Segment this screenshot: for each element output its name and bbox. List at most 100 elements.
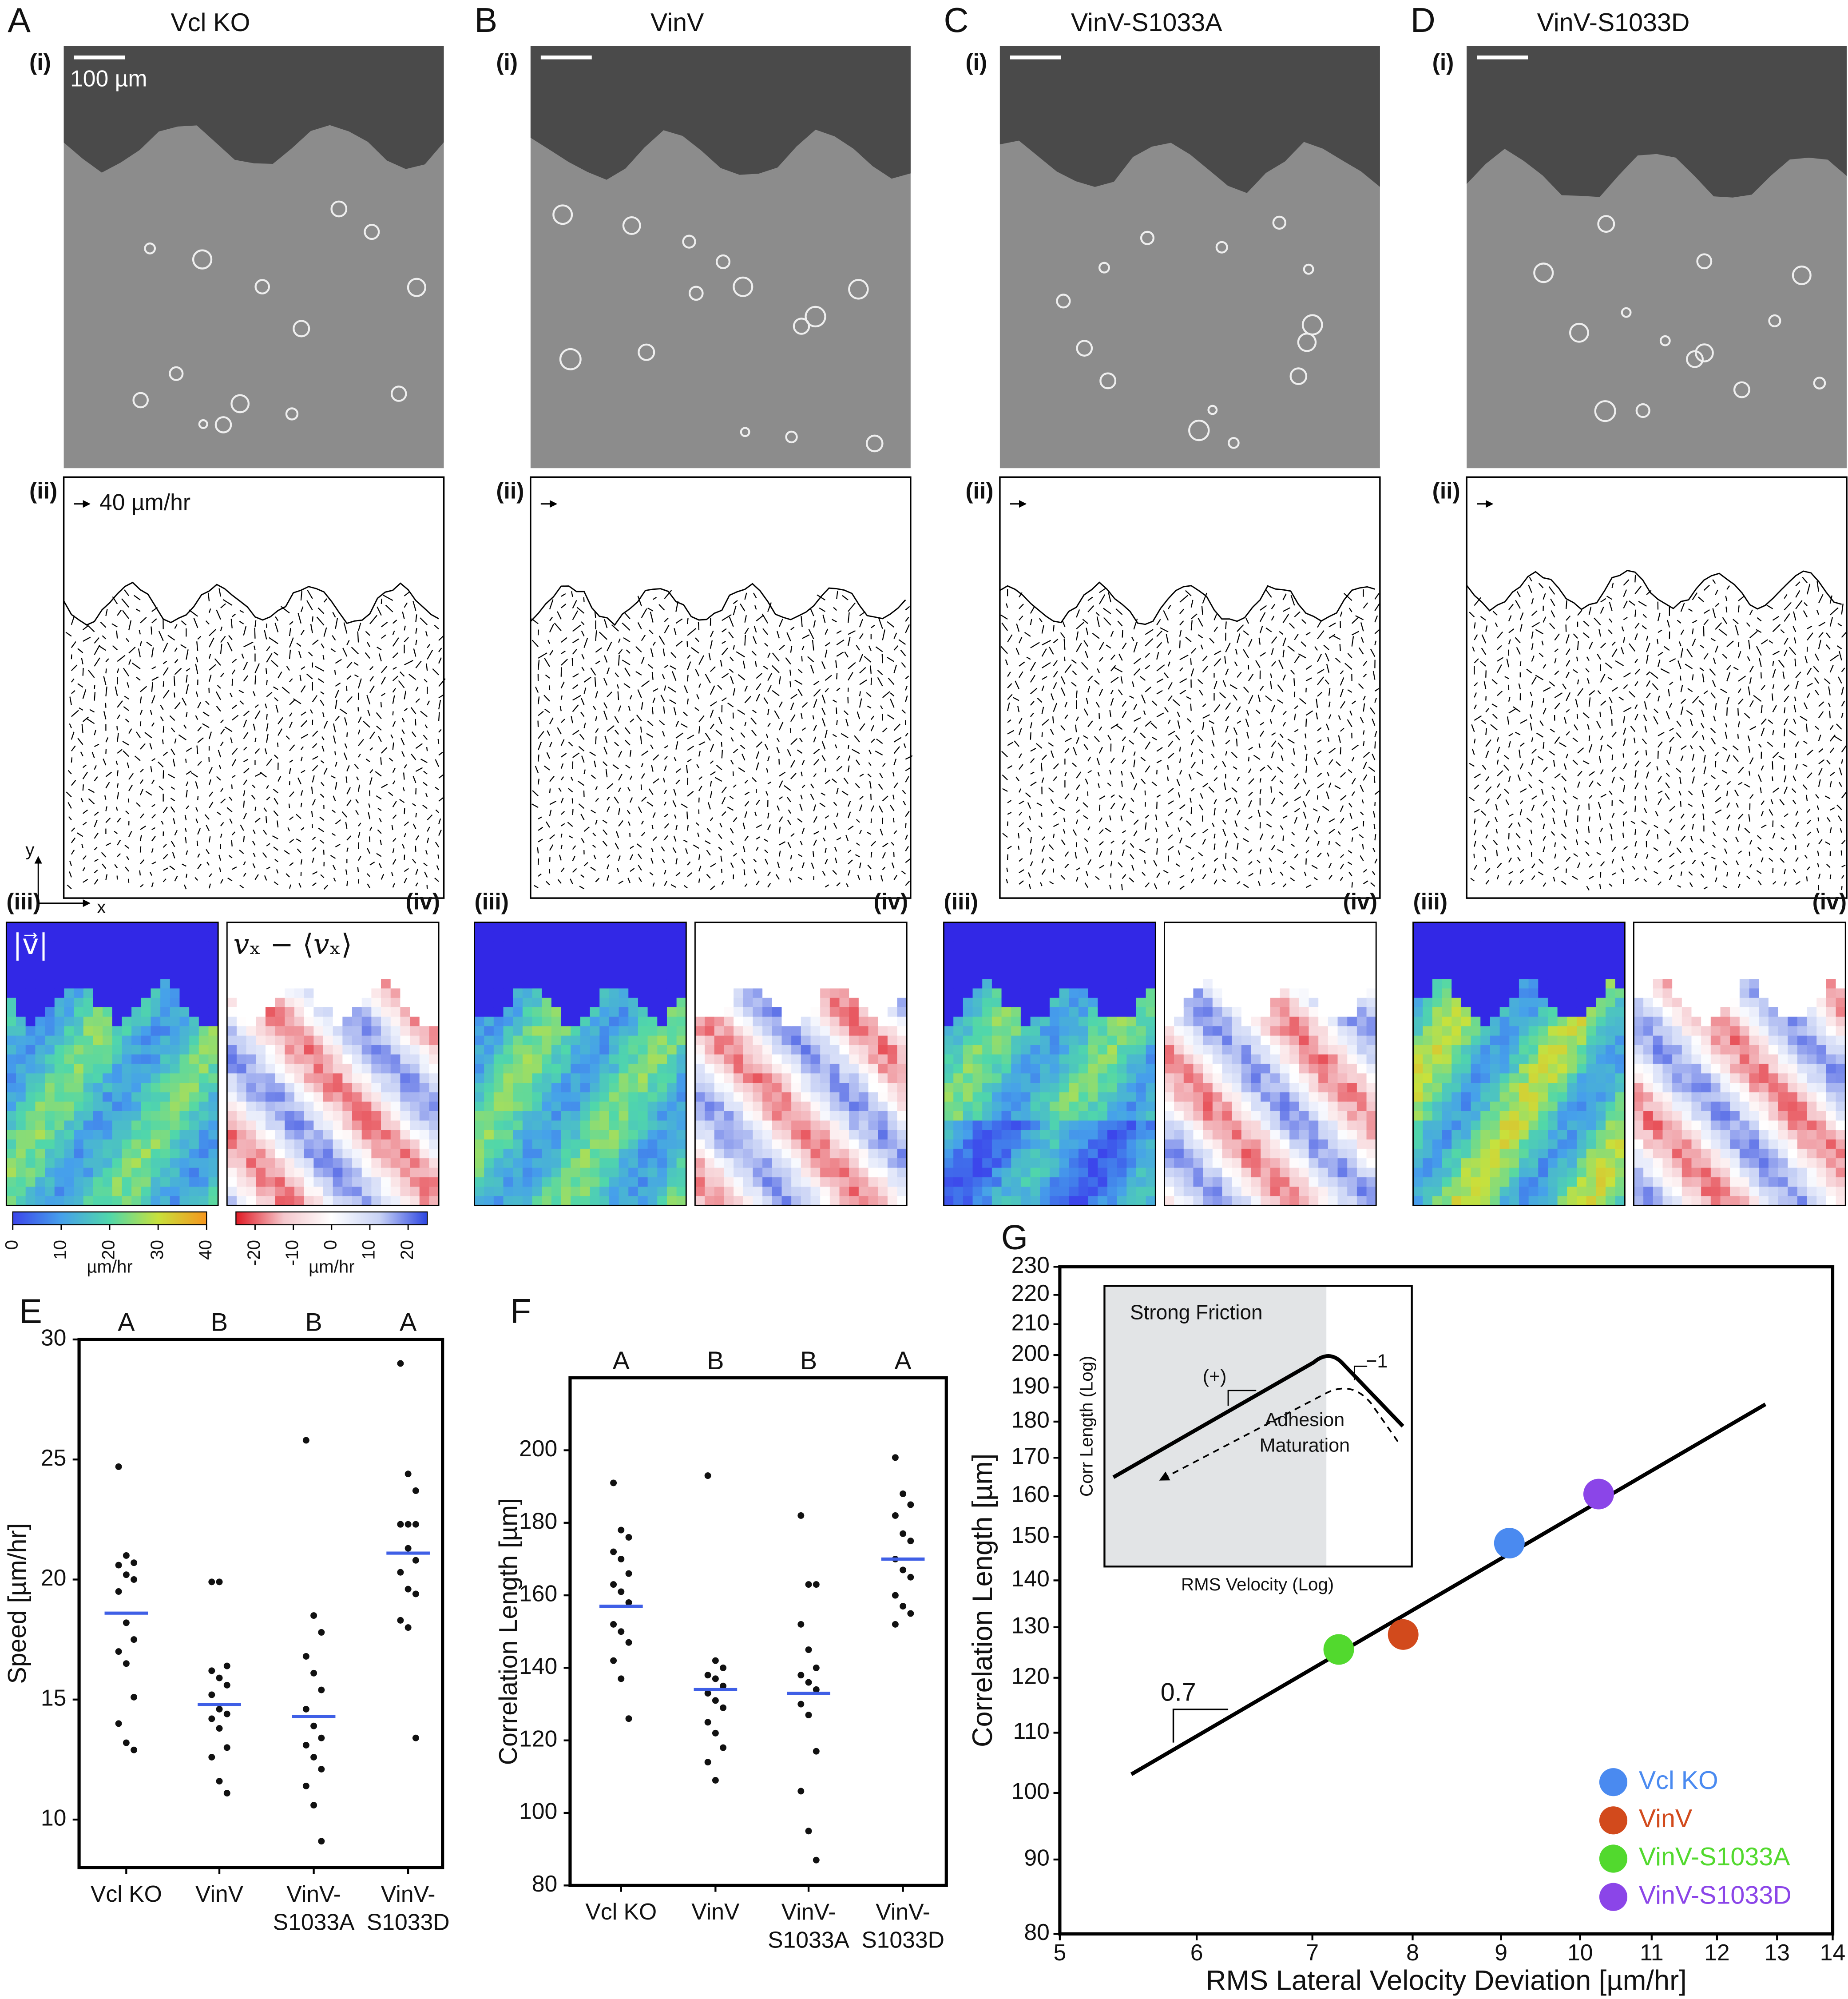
heatmap-cell <box>724 979 734 989</box>
velocity-vector <box>893 645 899 651</box>
heatmap-cell <box>657 1045 667 1055</box>
velocity-vector <box>664 624 670 634</box>
heatmap-cell <box>275 1177 286 1187</box>
velocity-vector <box>727 702 734 707</box>
heatmap-cell <box>54 979 65 989</box>
heatmap-cell <box>294 1121 305 1131</box>
heatmap-cell <box>695 1186 705 1196</box>
velocity-vector <box>412 803 416 807</box>
heatmap-cell <box>25 1177 36 1187</box>
velocity-vector <box>802 727 806 731</box>
velocity-vector <box>572 649 577 655</box>
heatmap-cell <box>801 1177 811 1187</box>
heatmap-cell <box>542 960 552 970</box>
velocity-vector <box>1271 775 1277 782</box>
heatmap-cell <box>6 1035 16 1045</box>
heatmap-cell <box>599 970 610 980</box>
heatmap-cell <box>429 1035 439 1045</box>
heatmap-cell <box>256 998 266 1008</box>
velocity-vector <box>1018 637 1023 644</box>
velocity-vector <box>604 735 608 743</box>
velocity-vector <box>94 730 96 735</box>
heatmap-cell <box>313 1168 324 1178</box>
heatmap-cell <box>25 931 36 942</box>
velocity-vector <box>595 736 597 744</box>
heatmap-cell <box>522 1045 533 1055</box>
heatmap-cell <box>313 950 324 961</box>
heatmap-cell <box>333 1045 343 1055</box>
heatmap-cell <box>313 1186 324 1196</box>
heatmap-cell <box>160 941 171 951</box>
heatmap-cell <box>657 1083 667 1093</box>
velocity-vector <box>1156 712 1164 718</box>
velocity-vector <box>662 731 665 737</box>
heatmap-cell <box>619 998 629 1008</box>
heatmap-cell <box>160 960 171 970</box>
velocity-vector <box>399 671 405 677</box>
heatmap-cell <box>35 1186 45 1196</box>
heatmap-cell <box>429 1026 439 1036</box>
velocity-vector <box>321 746 325 752</box>
heatmap-cell <box>103 1196 113 1206</box>
velocity-vector <box>335 843 341 848</box>
velocity-vector <box>128 831 132 837</box>
velocity-vector <box>375 771 382 777</box>
velocity-vector <box>263 830 267 835</box>
heatmap-cell <box>103 1045 113 1055</box>
heatmap-cell <box>112 1064 123 1074</box>
heatmap-cell <box>16 1092 26 1102</box>
velocity-vector <box>1073 747 1077 755</box>
heatmap-cell <box>371 988 381 998</box>
heatmap-cell <box>112 1073 123 1083</box>
heatmap-cell <box>400 1017 410 1027</box>
heatmap-cell <box>551 1149 562 1159</box>
heatmap-cell <box>493 1035 504 1045</box>
heatmap-cell <box>522 931 533 942</box>
heatmap-cell <box>705 1111 715 1121</box>
heatmap-cell <box>619 950 629 961</box>
heatmap-cell <box>647 1168 658 1178</box>
heatmap-cell <box>580 1177 591 1187</box>
heatmap-cell <box>208 1101 219 1112</box>
heatmap-cell <box>609 1092 619 1102</box>
heatmap-cell <box>542 1026 552 1036</box>
velocity-vector <box>1098 804 1101 811</box>
velocity-vector <box>905 846 909 851</box>
velocity-vector <box>560 833 563 838</box>
heatmap-cell <box>820 1158 830 1168</box>
heatmap-cell <box>599 1045 610 1055</box>
velocity-vector <box>549 616 553 621</box>
velocity-vector <box>721 881 724 885</box>
velocity-vector <box>579 886 585 890</box>
velocity-vector <box>353 662 359 666</box>
velocity-vector <box>208 654 211 659</box>
velocity-vector <box>751 730 757 736</box>
heatmap-cell <box>131 950 142 961</box>
velocity-vector <box>546 881 550 886</box>
heatmap-cell <box>781 1017 792 1027</box>
velocity-vector <box>790 773 797 779</box>
velocity-vector <box>1041 777 1044 783</box>
heatmap-cell <box>513 1007 523 1017</box>
velocity-vector <box>391 825 393 831</box>
velocity-vector <box>65 632 72 637</box>
velocity-vector <box>1202 783 1209 788</box>
velocity-vector <box>77 683 83 688</box>
velocity-vector <box>1271 845 1276 850</box>
heatmap-cell <box>571 998 581 1008</box>
heatmap-cell <box>313 988 324 998</box>
heatmap-cell <box>868 922 879 932</box>
heatmap-cell <box>638 1083 648 1093</box>
velocity-vector <box>317 678 325 683</box>
velocity-vector <box>538 816 542 819</box>
velocity-vector <box>105 806 107 811</box>
heatmap-cell <box>246 922 257 932</box>
heatmap-cell <box>734 1083 744 1093</box>
heatmap-cell <box>493 941 504 951</box>
heatmap-cell <box>16 1007 26 1017</box>
velocity-vector <box>145 791 152 796</box>
heatmap-cell <box>352 1007 362 1017</box>
velocity-vector <box>672 847 677 853</box>
velocity-vector <box>222 599 233 606</box>
